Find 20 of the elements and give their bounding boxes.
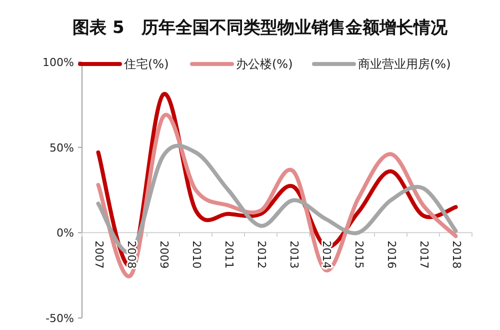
chart-title: 图表 5 历年全国不同类型物业销售金额增长情况 bbox=[72, 18, 448, 38]
y-tick-label: 0% bbox=[56, 226, 74, 240]
x-tick-label: 2008 bbox=[124, 240, 138, 269]
x-tick-label: 2012 bbox=[254, 240, 268, 269]
x-tick-label: 2014 bbox=[320, 240, 333, 269]
x-tick-label: 2010 bbox=[190, 240, 203, 269]
x-tick-label: 2016 bbox=[384, 240, 398, 269]
legend-label: 办公楼(%) bbox=[236, 57, 293, 71]
x-tick-label: 2015 bbox=[352, 240, 366, 269]
x-tick-label: 2018 bbox=[450, 240, 463, 269]
y-tick-label: 50% bbox=[50, 141, 74, 154]
y-tick-label: -50% bbox=[46, 312, 74, 325]
x-tick-label: 2017 bbox=[417, 240, 430, 269]
legend-label: 商业营业用房(%) bbox=[358, 57, 451, 71]
x-tick-label: 2007 bbox=[92, 240, 106, 269]
legend-label: 住宅(%) bbox=[123, 57, 169, 71]
x-tick-label: 2009 bbox=[157, 240, 170, 269]
y-tick-label: 100% bbox=[42, 56, 74, 69]
x-tick-label: 2011 bbox=[222, 240, 236, 269]
x-tick-label: 2013 bbox=[287, 240, 300, 269]
